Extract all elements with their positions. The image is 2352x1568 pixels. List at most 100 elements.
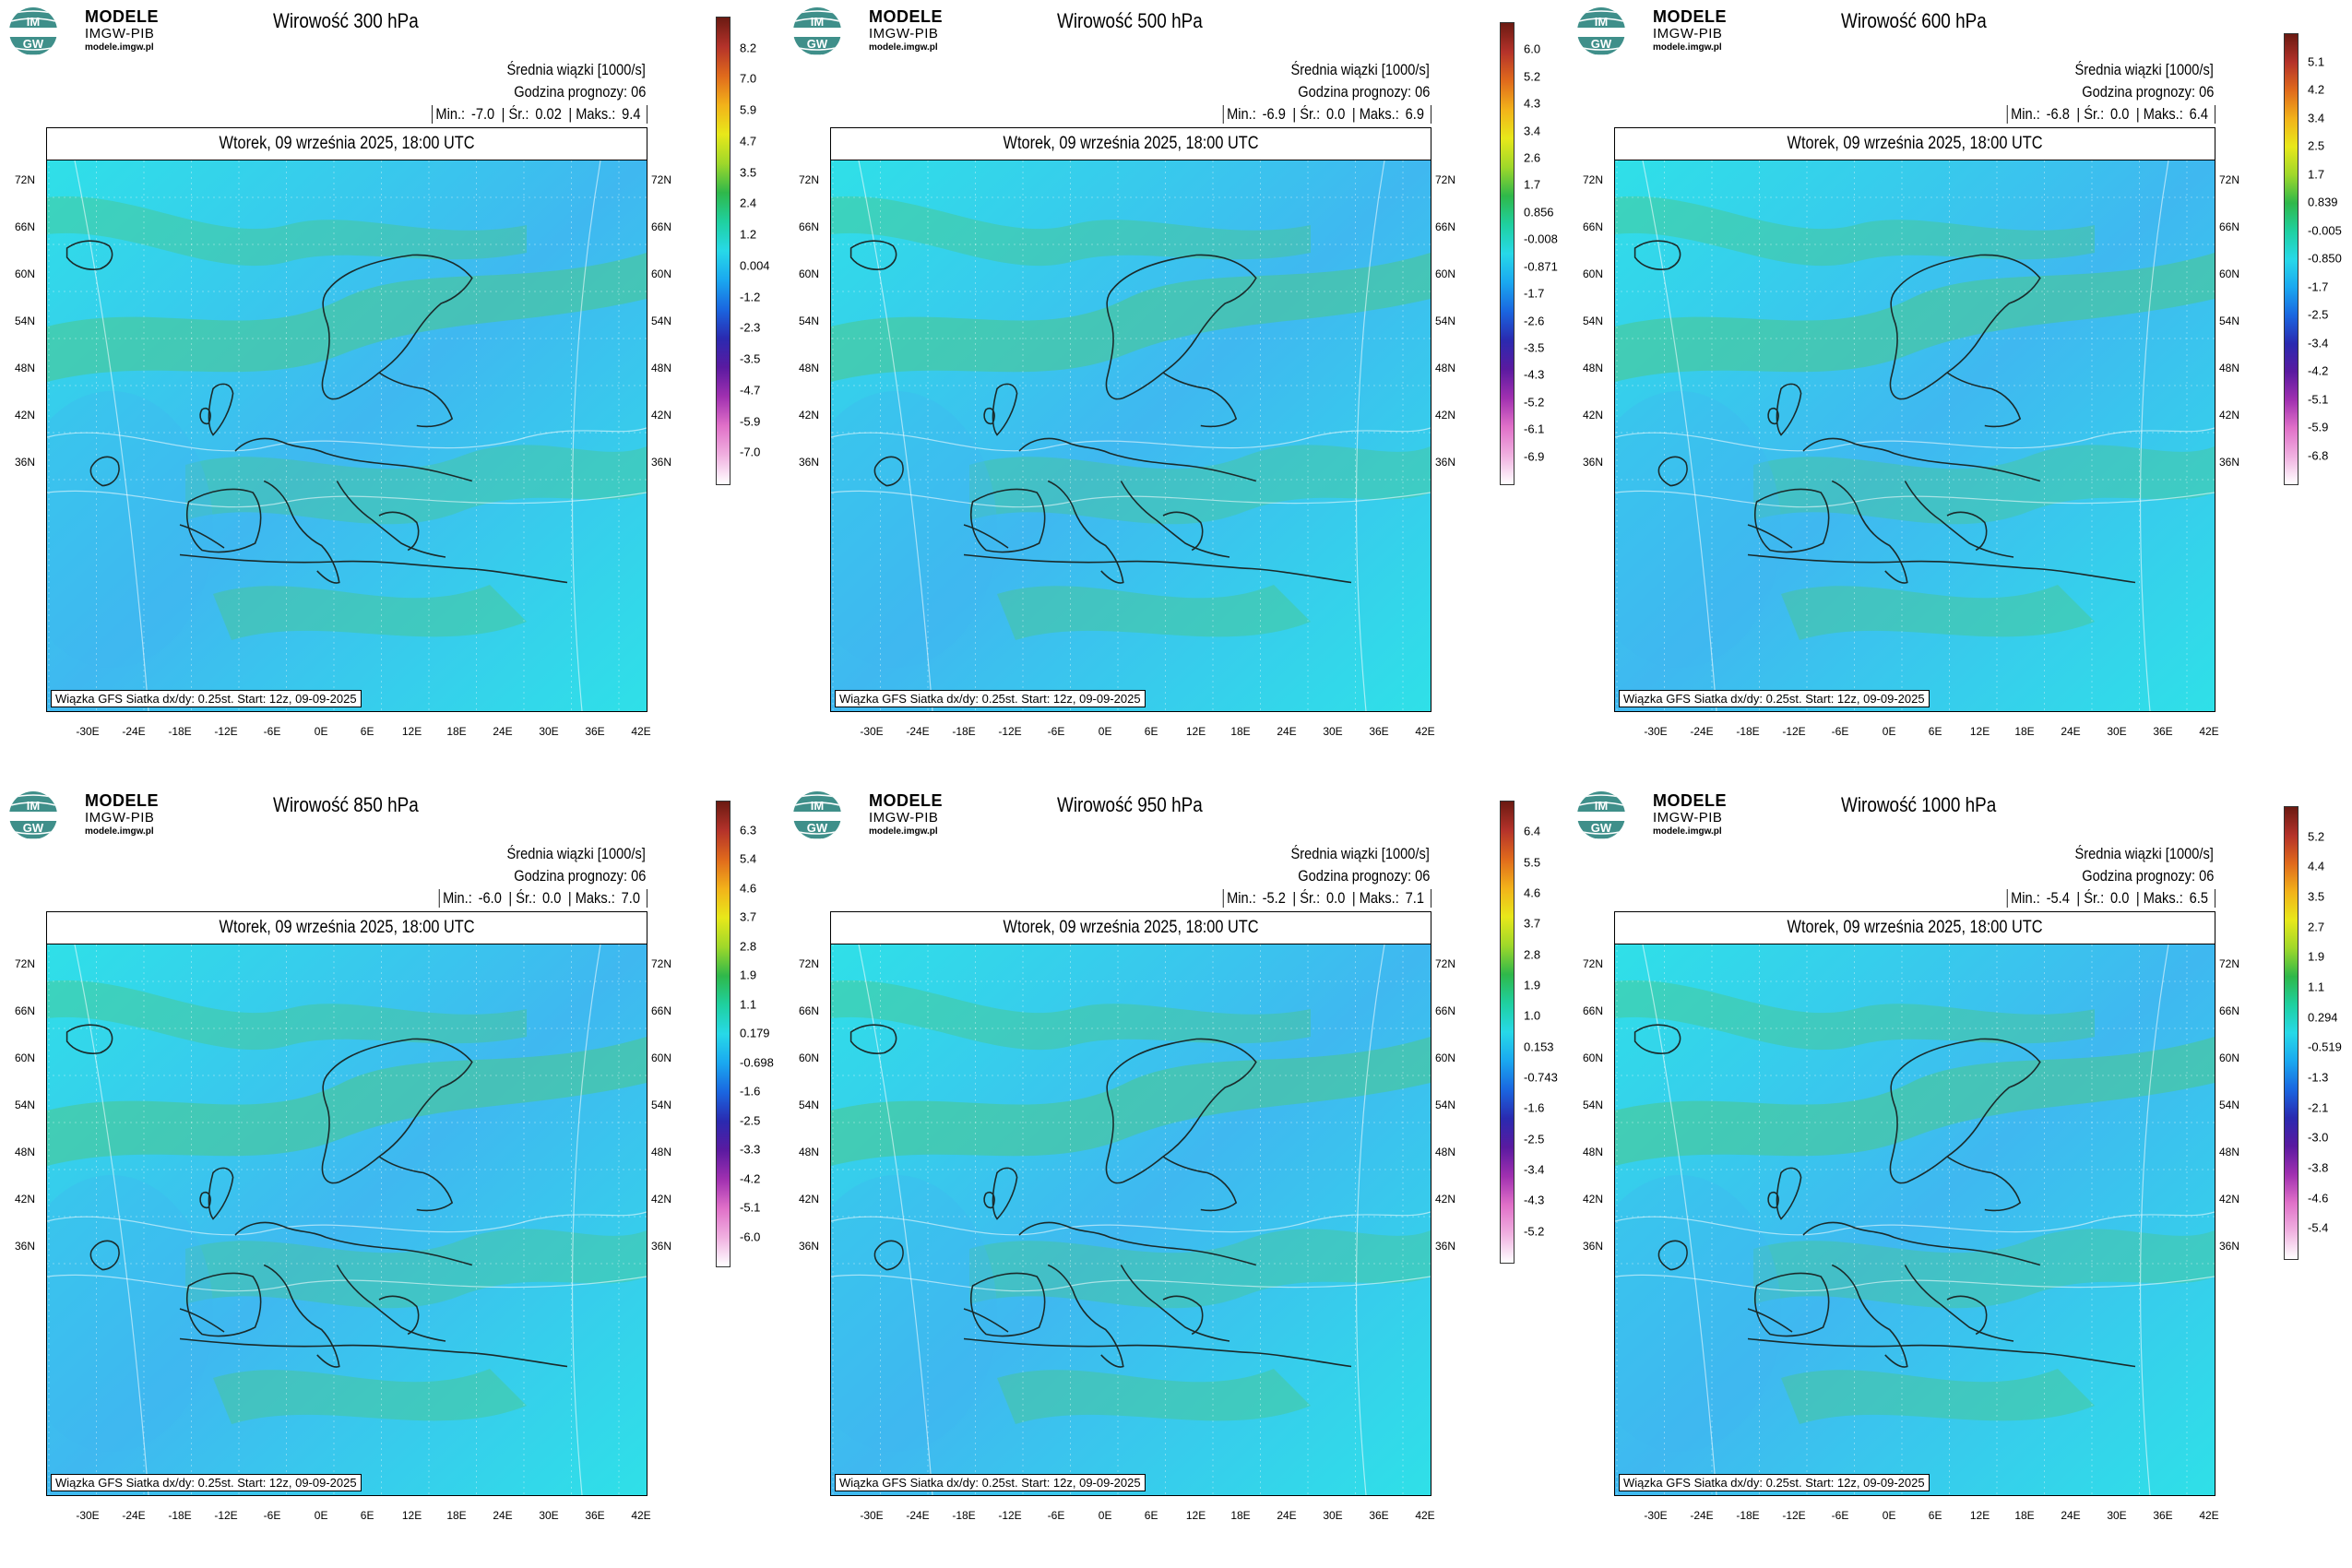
lon-label: 0E [1882, 725, 1896, 738]
mean-label: Śr.: [1300, 105, 1321, 123]
stats-line: Min.: -6.9 | Śr.: 0.0 | Maks.: 6.9 [1223, 105, 1431, 124]
lat-label-left: 60N [1583, 267, 1604, 280]
lat-label-right: 54N [2219, 1099, 2240, 1111]
colorbar-tick-label: 1.2 [740, 227, 757, 242]
lon-label: 6E [1928, 725, 1942, 738]
lat-label-left: 48N [799, 362, 820, 374]
lat-label-right: 36N [2219, 1240, 2240, 1253]
colorbar-tick-label: 2.7 [2308, 920, 2325, 934]
imgw-logo: IM GW MODELE IMGW-PIB modele.imgw.pl [791, 790, 948, 843]
logo-imgw: IMGW-PIB [85, 26, 155, 42]
lat-label-left: 66N [15, 220, 36, 233]
lon-label: 36E [585, 1509, 605, 1522]
lon-label: 24E [2061, 1509, 2081, 1522]
lat-label-right: 42N [651, 1193, 672, 1206]
imgw-logo: IM GW MODELE IMGW-PIB modele.imgw.pl [7, 790, 164, 843]
colorbar-tick-label: 1.7 [2308, 167, 2325, 181]
logo-url: modele.imgw.pl [869, 826, 938, 837]
colorbar-tick-label: -0.743 [1524, 1070, 1558, 1085]
lon-label: -24E [906, 1509, 930, 1522]
colorbar-tick-label: -3.5 [1524, 340, 1545, 355]
lat-label-right: 48N [2219, 362, 2240, 374]
max-label: Maks.: [2143, 105, 2184, 123]
colorbar-tick-label: -1.6 [1524, 1100, 1545, 1115]
vorticity-field-map [47, 944, 647, 1495]
map-title: Wirowość 500 hPa [1057, 9, 1203, 32]
lon-label: 12E [1185, 1509, 1206, 1522]
map-panel: IM GW MODELE IMGW-PIB modele.imgw.pl Wirowość… [784, 784, 1568, 1568]
lat-label-right: 36N [1435, 456, 1456, 469]
forecast-date: Wtorek, 09 września 2025, 18:00 UTC [47, 912, 647, 944]
series-label: Średnia wiązki [1000/s] [506, 61, 646, 78]
logo-imgw: IMGW-PIB [1653, 810, 1723, 826]
imgw-globe-icon: IM GW [9, 7, 57, 55]
lon-label: 6E [360, 1509, 374, 1522]
lat-label-left: 42N [1583, 1193, 1604, 1206]
colorbar-tick-label: -4.3 [1524, 367, 1545, 382]
lon-label: -18E [952, 725, 976, 738]
lat-label-right: 60N [2219, 267, 2240, 280]
lon-label: 24E [493, 1509, 513, 1522]
map-panel: IM GW MODELE IMGW-PIB modele.imgw.pl Wirowość… [784, 0, 1568, 784]
lat-label-left: 60N [15, 1051, 36, 1064]
lat-label-right: 48N [651, 1146, 672, 1158]
imgw-logo: IM GW MODELE IMGW-PIB modele.imgw.pl [7, 6, 164, 59]
mean-label: Śr.: [508, 105, 529, 123]
lon-label: -24E [122, 725, 146, 738]
colorbar-tick-label: 5.9 [740, 102, 757, 117]
mean-label: Śr.: [2084, 105, 2105, 123]
lon-label: -12E [1782, 1509, 1806, 1522]
map-title: Wirowość 300 hPa [273, 9, 419, 32]
colorbar-tick-label: 3.7 [1524, 916, 1541, 931]
lon-label: 30E [2107, 1509, 2127, 1522]
colorbar-tick-label: 6.4 [1524, 824, 1541, 838]
imgw-globe-icon: IM GW [793, 7, 841, 55]
min-value: -5.2 [1262, 889, 1287, 907]
colorbar-tick-label: -5.9 [740, 414, 761, 429]
logo-modele: MODELE [1653, 791, 1728, 810]
colorbar-tick-label: -2.6 [1524, 314, 1545, 328]
lon-label: 24E [1277, 725, 1297, 738]
lat-label-left: 36N [1583, 1240, 1604, 1253]
lon-label: -12E [214, 1509, 238, 1522]
lat-label-left: 72N [1583, 957, 1604, 970]
colorbar-tick-label: -5.1 [2308, 392, 2329, 406]
logo-modele: MODELE [85, 791, 160, 810]
logo-circle-top: IM [27, 799, 40, 813]
colorbar-tick-label: -6.1 [1524, 422, 1545, 436]
lat-label-right: 42N [1435, 409, 1456, 422]
lon-label: 36E [2153, 1509, 2173, 1522]
lat-label-right: 72N [651, 173, 672, 186]
lat-label-left: 66N [799, 1004, 820, 1017]
map-frame: Wtorek, 09 września 2025, 18:00 UTC Wiązk… [830, 127, 1431, 712]
colorbar-tick-label: -0.008 [1524, 232, 1558, 246]
lat-label-left: 54N [799, 1099, 820, 1111]
lon-label: 30E [539, 1509, 559, 1522]
min-label: Min.: [1227, 889, 1257, 907]
lat-label-left: 60N [799, 1051, 820, 1064]
lon-label: -6E [1047, 1509, 1065, 1522]
lat-label-right: 60N [1435, 267, 1456, 280]
lon-label: 30E [1323, 1509, 1343, 1522]
colorbar-tick-label: -6.9 [1524, 449, 1545, 464]
colorbar-tick-label: -3.8 [2308, 1160, 2329, 1175]
lon-label: 18E [446, 1509, 467, 1522]
colorbar-tick-label: 1.9 [2308, 949, 2325, 964]
lat-label-left: 42N [15, 409, 36, 422]
series-label: Średnia wiązki [1000/s] [506, 845, 646, 862]
lon-label: 0E [1098, 1509, 1112, 1522]
lat-label-right: 48N [651, 362, 672, 374]
lon-label: -18E [168, 1509, 192, 1522]
imgw-globe-icon: IM GW [1577, 7, 1625, 55]
colorbar-tick-label: 4.6 [1524, 885, 1541, 900]
mean-value: 0.0 [2110, 105, 2130, 123]
forecast-date: Wtorek, 09 września 2025, 18:00 UTC [1615, 912, 2215, 944]
lat-label-left: 42N [15, 1193, 36, 1206]
colorbar-tick-label: 0.839 [2308, 195, 2338, 209]
colorbar [1500, 22, 1515, 485]
lon-label: 42E [1415, 725, 1435, 738]
mean-value: 0.02 [535, 105, 562, 123]
lat-label-right: 60N [1435, 1051, 1456, 1064]
lon-label: 0E [1098, 725, 1112, 738]
logo-circle-bottom: GW [23, 37, 44, 51]
